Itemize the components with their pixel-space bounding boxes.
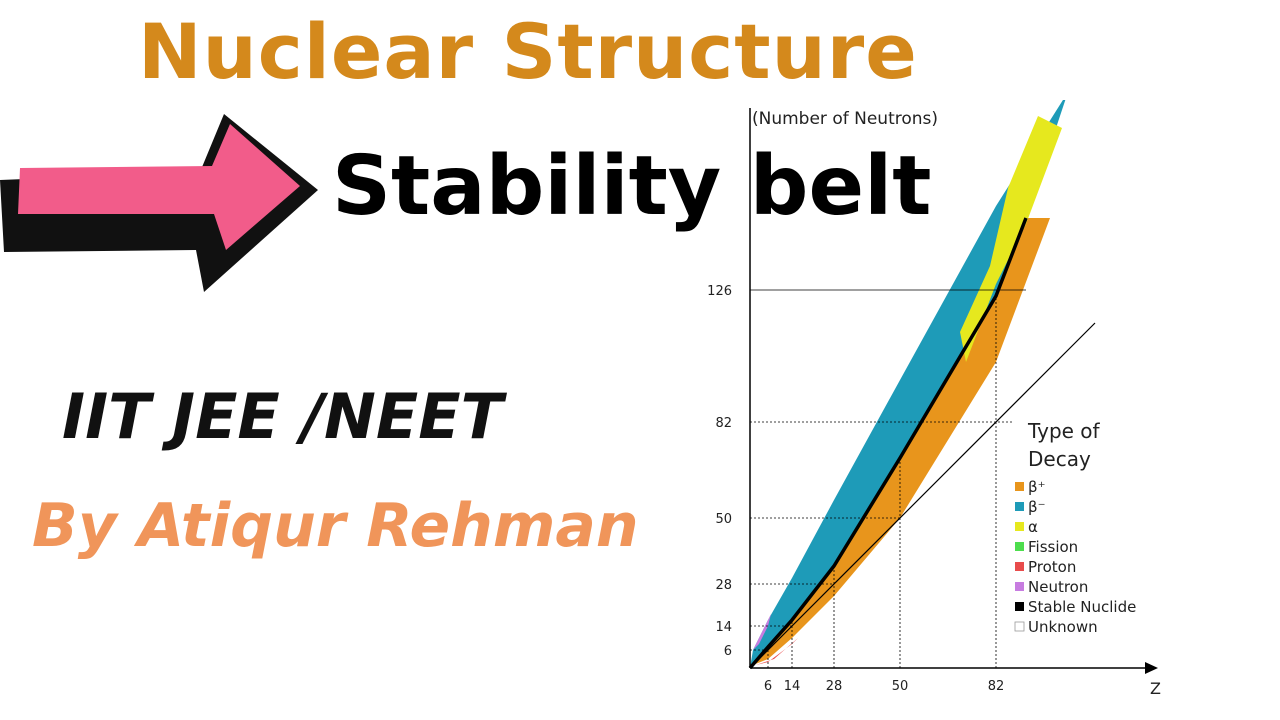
beta-plus-region bbox=[750, 218, 1050, 668]
magic-number-guides bbox=[749, 289, 1096, 669]
legend-label-alpha: α bbox=[1028, 518, 1038, 536]
legend-label-proton: Proton bbox=[1028, 558, 1076, 576]
alpha-region bbox=[960, 116, 1062, 362]
legend-swatch-beta_minus bbox=[1015, 502, 1024, 511]
decay-legend: Type of Decay β⁺ β⁻ α Fission Proton Neutron S… bbox=[1014, 419, 1136, 636]
legend-swatch-alpha bbox=[1015, 522, 1024, 531]
x-tick-label: 50 bbox=[892, 679, 909, 694]
legend-swatch-neutron bbox=[1015, 582, 1024, 591]
page-subtitle: Stability belt bbox=[332, 139, 932, 234]
legend-swatch-beta_plus bbox=[1015, 482, 1024, 491]
legend-title-line2: Decay bbox=[1028, 447, 1091, 471]
legend-swatch-stable bbox=[1015, 602, 1024, 611]
exam-label: IIT JEE /NEET bbox=[62, 380, 503, 453]
legend-title-line1: Type of bbox=[1027, 419, 1101, 443]
legend-swatch-unknown bbox=[1014, 621, 1025, 632]
legend-label-unknown: Unknown bbox=[1028, 618, 1098, 636]
y-tick-label: 28 bbox=[715, 578, 732, 593]
x-tick-label: 14 bbox=[784, 679, 801, 694]
y-tick-label: 6 bbox=[724, 644, 732, 659]
x-tick-label: 6 bbox=[764, 679, 772, 694]
x-axis-label: Z bbox=[1150, 679, 1161, 698]
arrow-body bbox=[18, 124, 300, 250]
x-tick-label: 28 bbox=[826, 679, 843, 694]
y-tick-label: 50 bbox=[715, 512, 732, 527]
y-tick-label: 14 bbox=[715, 620, 732, 635]
stability-belt-chart: (Number of Neutrons) Z 6 14 28 50 82 6 14 28 50 8… bbox=[707, 100, 1161, 698]
legend-label-beta_minus: β⁻ bbox=[1028, 498, 1046, 516]
neutron-emitter-region bbox=[753, 614, 771, 650]
legend-label-stable: Stable Nuclide bbox=[1028, 598, 1136, 616]
x-axis-arrowhead bbox=[1145, 662, 1158, 674]
legend-label-beta_plus: β⁺ bbox=[1028, 478, 1046, 496]
tick-labels: 6 14 28 50 82 6 14 28 50 82 126 bbox=[707, 284, 1004, 694]
n-equals-z-line bbox=[749, 322, 1096, 669]
right-arrow-icon bbox=[0, 114, 318, 292]
y-tick-label: 126 bbox=[707, 284, 732, 299]
legend-swatch-proton bbox=[1015, 562, 1024, 571]
legend-swatch-fission bbox=[1015, 542, 1024, 551]
legend-label-fission: Fission bbox=[1028, 538, 1078, 556]
y-axis-label: (Number of Neutrons) bbox=[752, 109, 938, 129]
beta-minus-region bbox=[750, 100, 1066, 668]
axes: (Number of Neutrons) Z bbox=[749, 108, 1161, 698]
y-tick-label: 82 bbox=[715, 416, 732, 431]
author-label: By Atiqur Rehman bbox=[32, 491, 639, 561]
legend-label-neutron: Neutron bbox=[1028, 578, 1088, 596]
page-title: Nuclear Structure bbox=[138, 7, 918, 96]
x-tick-label: 82 bbox=[988, 679, 1005, 694]
